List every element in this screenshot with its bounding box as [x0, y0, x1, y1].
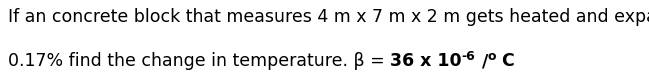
- Text: 36 x 10: 36 x 10: [390, 52, 462, 70]
- Text: o: o: [488, 50, 496, 63]
- Text: 0.17% find the change in temperature. β =: 0.17% find the change in temperature. β …: [8, 52, 390, 70]
- Text: If an concrete block that measures 4 m x 7 m x 2 m gets heated and expands by: If an concrete block that measures 4 m x…: [8, 8, 649, 26]
- Text: C: C: [496, 52, 515, 70]
- Text: /: /: [476, 52, 488, 70]
- Text: -6: -6: [462, 50, 476, 63]
